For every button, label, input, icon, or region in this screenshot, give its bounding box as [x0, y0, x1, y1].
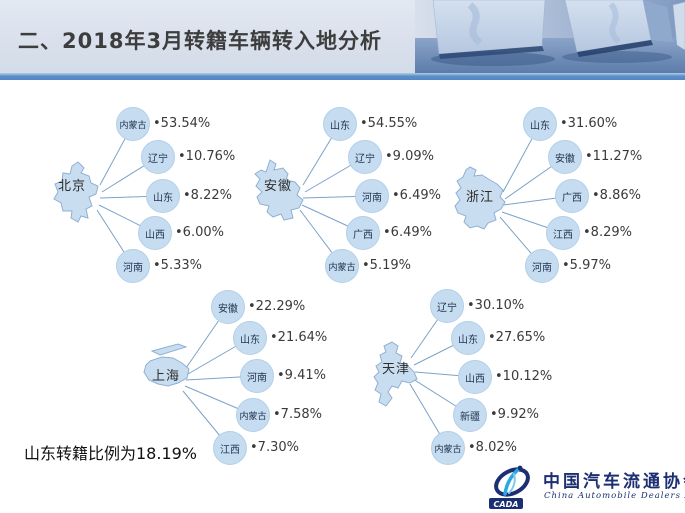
globe-cubes-image: [415, 0, 685, 73]
map-shape-anhui: [254, 159, 304, 221]
source-pct: •30.10%: [467, 298, 525, 313]
source-pct: •6.00%: [175, 225, 224, 240]
source-bubble: 广西: [346, 216, 380, 250]
logo-name-en: China Automobile Dealers Association: [544, 491, 685, 501]
source-bubble: 内蒙古: [116, 107, 150, 141]
source-bubble: 山东: [233, 321, 267, 355]
source-bubble: 山西: [458, 360, 492, 394]
source-bubble: 山东: [146, 179, 180, 213]
source-pct: •10.12%: [495, 369, 553, 384]
source-pct: •11.27%: [585, 149, 643, 164]
source-pct: •9.41%: [277, 368, 326, 383]
source-bubble: 山东: [451, 321, 485, 355]
source-bubble: 内蒙古: [325, 249, 359, 283]
source-pct: •7.58%: [273, 407, 322, 422]
source-pct: •5.19%: [362, 258, 411, 273]
source-pct: •8.02%: [468, 440, 517, 455]
cada-logo: CADA 中国汽车流通协会 China Automobile Dealers A…: [487, 464, 685, 510]
source-bubble: 山东: [523, 107, 557, 141]
source-bubble: 山西: [138, 216, 172, 250]
source-bubble: 河南: [355, 179, 389, 213]
source-pct: •31.60%: [560, 116, 618, 131]
source-pct: •6.49%: [383, 225, 432, 240]
source-pct: •5.33%: [153, 258, 202, 273]
source-pct: •9.09%: [385, 149, 434, 164]
map-shape-shanghai-island: [150, 343, 188, 356]
source-bubble: 辽宁: [430, 289, 464, 323]
source-bubble: 辽宁: [141, 140, 175, 174]
source-pct: •10.76%: [178, 149, 236, 164]
source-pct: •7.30%: [250, 440, 299, 455]
slide-header: 二、2018年3月转籍车辆转入地分析: [0, 0, 685, 73]
map-shape-shanghai: [143, 356, 190, 387]
page-title: 二、2018年3月转籍车辆转入地分析: [18, 29, 383, 53]
source-pct: •6.49%: [392, 188, 441, 203]
source-pct: •54.55%: [360, 116, 418, 131]
source-bubble: 内蒙古: [236, 398, 270, 432]
region-label-tianjin: 天津: [382, 362, 411, 377]
source-pct: •22.29%: [248, 299, 306, 314]
region-label-anhui: 安徽: [264, 179, 293, 194]
source-pct: •53.54%: [153, 116, 211, 131]
source-bubble: 江西: [213, 431, 247, 465]
source-bubble: 新疆: [453, 398, 487, 432]
source-pct: •5.97%: [562, 258, 611, 273]
source-pct: •21.64%: [270, 330, 328, 345]
source-bubble: 广西: [555, 179, 589, 213]
source-bubble: 河南: [116, 249, 150, 283]
source-bubble: 辽宁: [348, 140, 382, 174]
source-pct: •9.92%: [490, 407, 539, 422]
source-bubble: 安徽: [548, 140, 582, 174]
map-shape-zhejiang: [454, 166, 506, 230]
connector-lines: [96, 123, 573, 449]
cada-logo-icon: CADA: [489, 465, 530, 509]
cada-abbr-text: CADA: [494, 500, 519, 509]
shandong-ratio-note: 山东转籍比例为18.19%: [24, 444, 198, 463]
source-bubble: 河南: [240, 359, 274, 393]
region-label-shanghai: 上海: [152, 369, 181, 384]
source-pct: •27.65%: [488, 330, 546, 345]
map-diagram-canvas: [53, 123, 573, 449]
source-bubble: 河南: [525, 249, 559, 283]
source-bubble: 安徽: [211, 290, 245, 324]
source-pct: •8.86%: [592, 188, 641, 203]
source-bubble: 江西: [546, 216, 580, 250]
source-bubble: 内蒙古: [431, 431, 465, 465]
source-pct: •8.29%: [583, 225, 632, 240]
region-label-beijing: 北京: [58, 179, 87, 194]
map-shape-tianjin: [373, 341, 418, 407]
map-shape-beijing: [53, 161, 99, 223]
logo-name-cn: 中国汽车流通协会: [543, 472, 685, 492]
source-pct: •8.22%: [183, 188, 232, 203]
header-divider: [0, 73, 685, 80]
region-label-zhejiang: 浙江: [466, 190, 495, 205]
source-bubble: 山东: [323, 107, 357, 141]
